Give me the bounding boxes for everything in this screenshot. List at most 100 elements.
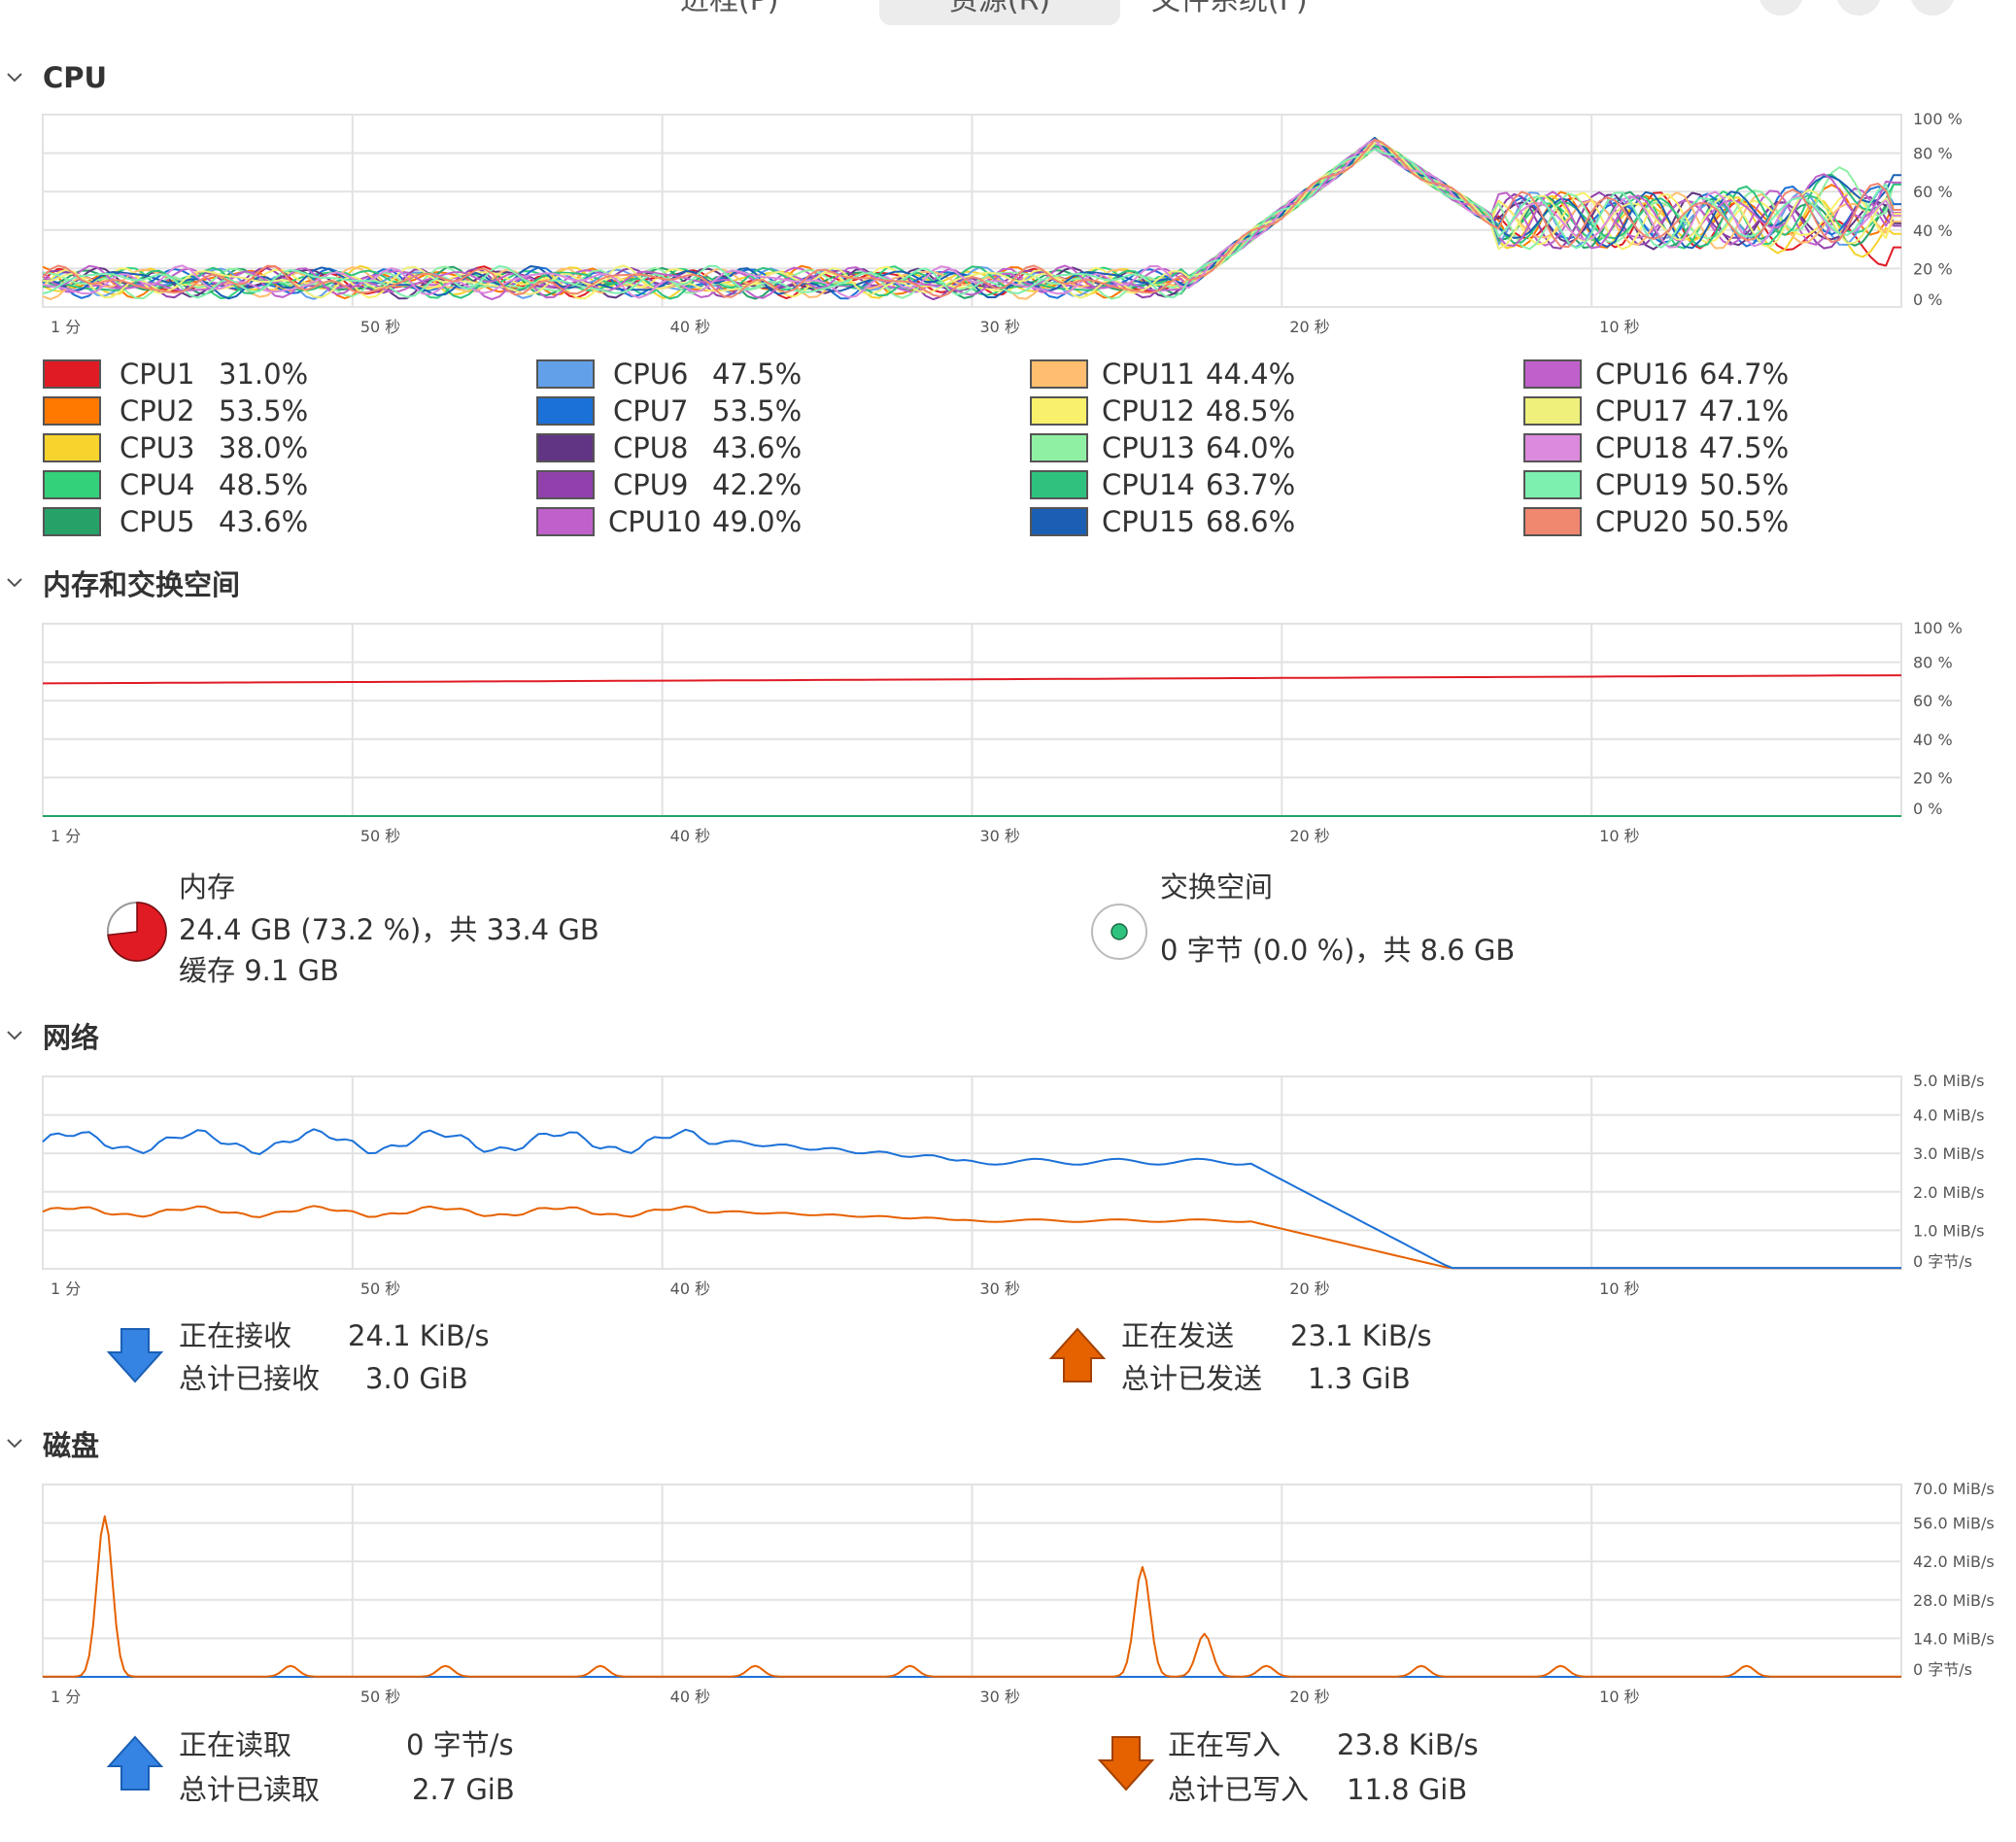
swap-label: 交换空间 [1160,870,1274,904]
tab-file-systems[interactable]: 文件系统(F) [1151,0,1375,25]
memory-y-label: 80 % [1913,654,1953,672]
cpu-time-label: 40 秒 [670,318,710,336]
disk-time-label: 1 分 [51,1688,81,1706]
memory-label: 内存 [179,870,236,904]
cpu-color-swatch[interactable] [1030,507,1088,536]
cpu-legend-value: 43.6% [712,431,803,464]
cpu-legend-item: CPU20 50.5% [1523,507,1893,540]
cpu-legend-name: CPU20 [1595,505,1689,538]
minimize-button[interactable] [1836,0,1881,16]
cpu-legend-value: 50.5% [1699,505,1790,538]
disk-section-title: 磁盘 [43,1429,100,1462]
cpu-color-swatch[interactable] [43,507,101,536]
memory-y-label: 60 % [1913,692,1953,710]
close-button[interactable] [1910,0,1955,16]
cpu-color-swatch[interactable] [1523,507,1582,536]
cpu-series-line-cpu9 [42,139,1901,301]
cpu-legend-value: 64.7% [1699,358,1790,391]
writing-label: 正在写入 [1168,1728,1281,1761]
cpu-color-swatch[interactable] [1523,433,1582,462]
cpu-legend-item: CPU6 47.5% [536,359,905,392]
cpu-legend-value: 47.1% [1699,394,1790,427]
chevron-down-icon [7,578,22,588]
network-time-label: 10 秒 [1599,1279,1639,1298]
cpu-legend-value: 68.6% [1206,505,1296,538]
cpu-legend-item: CPU11 44.4% [1030,359,1399,392]
cpu-legend-value: 50.5% [1699,468,1790,501]
memory-time-label: 10 秒 [1599,827,1639,845]
cpu-legend-name: CPU4 [120,468,195,501]
cpu-legend-item: CPU7 53.5% [536,396,905,429]
cpu-y-label: 100 % [1913,110,1963,128]
cpu-time-label: 20 秒 [1289,318,1329,336]
cpu-legend-item: CPU13 64.0% [1030,433,1399,466]
cpu-legend-value: 47.5% [1699,431,1790,464]
memory-usage-line [42,674,1902,685]
disk-y-label: 14.0 MiB/s [1913,1629,1995,1648]
disk-time-label: 40 秒 [670,1688,710,1706]
cpu-color-swatch[interactable] [43,359,101,389]
cpu-legend-value: 53.5% [712,394,803,427]
menu-button[interactable] [1759,0,1803,16]
cpu-legend-value: 44.4% [1206,358,1296,391]
total-read-label: 总计已读取 [179,1773,321,1806]
disk-time-label: 20 秒 [1289,1688,1329,1706]
tab-resources-label: 资源(R) [948,0,1051,17]
cpu-color-swatch[interactable] [536,359,595,389]
network-time-label: 50 秒 [360,1279,400,1298]
cpu-color-swatch[interactable] [1523,359,1582,389]
reading-value: 0 字节/s [406,1728,514,1761]
arrow-up-send-icon [1048,1327,1107,1382]
cpu-legend-value: 42.2% [712,468,803,501]
cpu-color-swatch[interactable] [1030,359,1088,389]
cpu-history-graph: 1 分 50 秒 40 秒 30 秒 20 秒 10 秒 100 % 80 % 60 % 40 %… [42,110,1963,336]
cpu-color-swatch[interactable] [1523,396,1582,426]
cpu-color-swatch[interactable] [1030,470,1088,499]
cpu-color-swatch[interactable] [536,470,595,499]
disk-time-label: 10 秒 [1599,1688,1639,1706]
cpu-legend-value: 64.0% [1206,431,1296,464]
cpu-legend-name: CPU1 [120,358,195,391]
tab-processes[interactable]: 进程(P) [680,0,836,25]
disk-write-line [43,1515,1901,1678]
cpu-color-swatch[interactable] [1523,470,1582,499]
cpu-legend-item: CPU2 53.5% [43,396,412,429]
receiving-label: 正在接收 [179,1319,292,1352]
cpu-legend-item: CPU18 47.5% [1523,433,1893,466]
disk-y-label: 56.0 MiB/s [1913,1515,1995,1533]
cpu-y-label: 0 % [1913,290,1942,309]
cpu-color-swatch[interactable] [43,433,101,462]
cpu-legend-item: CPU1 31.0% [43,359,412,392]
cpu-time-label: 10 秒 [1599,318,1639,336]
cpu-y-label: 80 % [1913,145,1953,163]
disk-y-label: 0 字节/s [1913,1660,1972,1679]
cpu-color-swatch[interactable] [43,470,101,499]
cpu-legend-item: CPU10 49.0% [536,507,905,540]
cpu-legend-name: CPU2 [120,394,195,427]
cpu-legend-value: 49.0% [712,505,803,538]
cpu-color-swatch[interactable] [536,433,595,462]
cpu-y-label: 20 % [1913,259,1953,278]
cpu-legend-name: CPU13 [1102,431,1195,464]
cpu-color-swatch[interactable] [43,396,101,426]
cpu-color-swatch[interactable] [536,507,595,536]
arrow-up-read-icon [106,1735,164,1791]
network-history-graph: 1 分 50 秒 40 秒 30 秒 20 秒 10 秒 5.0 MiB/s 4.0 MiB/… [42,1072,1984,1298]
cpu-legend-name: CPU15 [1102,505,1195,538]
cpu-time-label: 50 秒 [360,318,400,336]
sending-value: 23.1 KiB/s [1290,1319,1432,1352]
network-y-label: 5.0 MiB/s [1913,1072,1984,1090]
cpu-color-swatch[interactable] [1030,396,1088,426]
cpu-legend-value: 47.5% [712,358,803,391]
cpu-color-swatch[interactable] [536,396,595,426]
memory-cache: 缓存 9.1 GB [179,954,339,987]
cpu-legend-name: CPU17 [1595,394,1689,427]
network-time-label: 20 秒 [1289,1279,1329,1298]
cpu-legend-item: CPU15 68.6% [1030,507,1399,540]
network-receive-line [42,1128,1901,1270]
memory-y-label: 100 % [1913,619,1963,637]
tab-resources[interactable]: 资源(R) [879,0,1120,25]
cpu-color-swatch[interactable] [1030,433,1088,462]
cpu-time-label: 30 秒 [980,318,1020,336]
memory-time-label: 20 秒 [1289,827,1329,845]
